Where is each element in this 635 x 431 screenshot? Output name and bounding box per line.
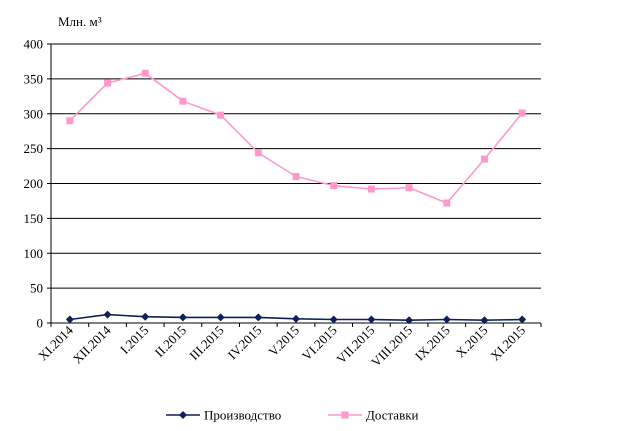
series-layer [65, 69, 527, 325]
data-point-marker [104, 79, 112, 87]
data-point-marker [178, 313, 187, 322]
legend: Производство Доставки [166, 408, 419, 423]
y-unit-label: Млн. м³ [58, 14, 102, 29]
data-point-marker [442, 315, 451, 324]
data-point-marker [254, 313, 263, 322]
data-point-marker [480, 316, 489, 325]
data-point-marker [367, 315, 376, 324]
data-point-marker [141, 69, 149, 77]
x-tick-label: IV.2015 [225, 323, 265, 363]
data-point-marker [405, 316, 414, 325]
y-tick-label: 400 [24, 37, 44, 52]
y-tick-label: 150 [24, 211, 44, 226]
legend-label-1: Производство [204, 408, 281, 423]
y-tick-label: 300 [24, 106, 44, 121]
data-point-marker [518, 109, 526, 117]
x-tick-label: V.2015 [265, 323, 302, 360]
x-tick-label: VIII.2015 [368, 323, 415, 370]
legend-label-2: Доставки [366, 408, 419, 423]
data-point-marker [141, 312, 150, 321]
data-point-marker [292, 173, 300, 181]
data-point-marker [103, 310, 112, 319]
data-point-marker [254, 149, 262, 157]
data-point-marker [179, 97, 187, 105]
y-axis: 0 50 100 150 200 250 300 350 400 [24, 37, 52, 331]
x-tick-label: XI.2015 [487, 323, 528, 364]
data-point-marker [216, 313, 225, 322]
data-point-marker [330, 182, 338, 190]
y-tick-label: 250 [24, 141, 44, 156]
data-point-marker [518, 315, 527, 324]
data-point-marker [480, 155, 488, 163]
data-point-marker [405, 184, 413, 192]
x-tick-label: I.2015 [117, 323, 151, 357]
legend-marker-square [341, 411, 349, 419]
x-tick-label: III.2015 [186, 323, 226, 363]
x-tick-label: X.2015 [453, 323, 491, 361]
data-point-marker [367, 185, 375, 193]
data-point-marker [443, 199, 451, 207]
data-point-marker [329, 315, 338, 324]
x-tick-label: XII.2014 [70, 322, 114, 366]
y-tick-label: 0 [37, 316, 44, 331]
data-point-marker [292, 314, 300, 323]
y-tick-label: 100 [24, 246, 44, 261]
data-point-marker [217, 111, 225, 119]
x-tick-label: IX.2015 [412, 323, 453, 364]
y-tick-label: 200 [24, 176, 44, 191]
y-tick-label: 50 [30, 281, 43, 296]
data-point-marker [66, 117, 74, 125]
legend-marker-diamond [179, 411, 187, 419]
data-point-marker [65, 315, 74, 324]
y-tick-label: 350 [24, 71, 44, 86]
gridlines [51, 43, 541, 289]
x-tick-label: II.2015 [152, 323, 189, 360]
